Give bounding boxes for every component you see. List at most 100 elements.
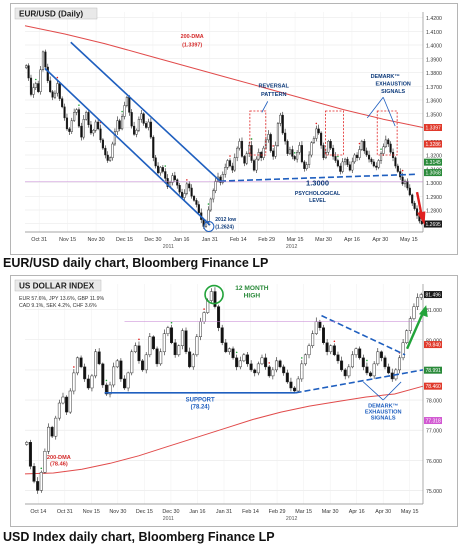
candle-body: [271, 369, 275, 377]
candle-body: [419, 294, 423, 298]
y-tick-label: 1.4200: [426, 16, 442, 22]
candle-body: [212, 190, 215, 200]
candle-body: [224, 342, 228, 353]
candle-body: [231, 348, 235, 359]
candle-body: [286, 141, 289, 154]
candle-body: [198, 321, 202, 337]
demark-count-dot: [358, 142, 361, 145]
candle-body: [61, 98, 64, 108]
dma-200-line: [24, 25, 424, 128]
candle-body: [296, 152, 299, 160]
x-tick-label: Jan 16: [173, 237, 189, 243]
y-tick-label: 75.000: [426, 489, 442, 495]
candle-body: [170, 327, 174, 343]
candle-body: [192, 196, 196, 201]
demark-signal-box: [249, 110, 267, 156]
demark-count-dot: [203, 308, 205, 310]
annotation-text: (1.2624): [215, 225, 234, 231]
candle-body: [144, 354, 148, 371]
candle-body: [49, 80, 52, 92]
up-arrow-head: [419, 305, 428, 318]
candle-body: [231, 165, 234, 171]
demark-count-dot: [170, 321, 173, 324]
x-tick-label: May 15: [400, 237, 418, 243]
candle-body: [356, 154, 359, 158]
price-tag-label: 1.3397: [426, 126, 442, 132]
candle-body: [195, 336, 199, 356]
candle-body: [318, 321, 322, 328]
candle-body: [377, 160, 380, 168]
candle-body: [420, 220, 423, 224]
candle-body: [126, 372, 130, 389]
candle-body: [260, 357, 264, 365]
demark-count-dot: [250, 138, 253, 140]
candle-body: [119, 360, 123, 380]
candle-body: [397, 357, 401, 371]
candle-body: [133, 125, 136, 135]
lower-trend-line: [295, 369, 424, 394]
candle-body: [351, 161, 354, 171]
candle-body: [413, 202, 416, 209]
candle-body: [293, 156, 296, 160]
candle-body: [166, 178, 169, 187]
dma-value-label: (78.46): [50, 461, 68, 467]
candle-body: [152, 136, 155, 158]
x-tick-label: Oct 14: [30, 509, 46, 515]
candle-body: [243, 156, 246, 164]
candle-body: [68, 390, 72, 413]
candle-body: [300, 145, 303, 163]
price-tag-label: 78.991: [426, 368, 442, 374]
y-tick-label: 1.3500: [426, 112, 442, 118]
candle-body: [166, 327, 170, 334]
x-tick-label: Dec 15: [136, 509, 153, 515]
candle-body: [255, 158, 258, 171]
candle-body: [315, 128, 318, 139]
candle-body: [25, 65, 28, 69]
price-tag-label: 1.2695: [426, 222, 442, 228]
candle-body: [111, 143, 114, 158]
candle-body: [151, 336, 155, 350]
dma-label: 200-DMA: [47, 455, 71, 461]
up-arrow-shaft: [405, 312, 425, 350]
candle-body: [130, 351, 134, 374]
chart-title: EUR/USD (Daily): [19, 10, 83, 19]
candle-body: [104, 384, 108, 395]
candle-body: [408, 187, 411, 196]
candle-body: [274, 360, 278, 371]
candle-body: [314, 321, 318, 334]
price-tag-label: 1.3286: [426, 142, 442, 148]
candle-body: [154, 157, 157, 167]
annotation-text: SIGNALS: [381, 89, 405, 95]
candle-body: [41, 51, 45, 70]
x-tick-label: Mar 15: [295, 509, 312, 515]
candle-body: [173, 342, 177, 356]
candle-body: [329, 141, 332, 149]
candle-body: [289, 381, 293, 389]
x-tick-label: May 15: [401, 509, 419, 515]
candle-body: [87, 112, 90, 125]
x-tick-label: Apr 30: [372, 237, 388, 243]
price-tag-label: 1.3145: [426, 160, 442, 166]
candle-body: [257, 152, 260, 160]
candle-body: [367, 154, 371, 160]
price-tag-label: 81.496: [426, 293, 442, 299]
price-tag-label: 1.3068: [426, 171, 442, 177]
candle-body: [394, 157, 397, 167]
annotation-text: DEMARK™: [371, 74, 400, 80]
x-tick-label: Nov 30: [109, 509, 126, 515]
candle-body: [44, 51, 47, 68]
x-tick-label: Oct 31: [31, 237, 47, 243]
legend-line: EUR 57.6%, JPY 13.6%, GBP 11.9%: [19, 296, 104, 302]
candle-body: [387, 139, 390, 145]
chart-1-layer: 81.00080.00079.00078.00077.00076.00075.0…: [14, 279, 442, 522]
candle-body: [54, 417, 58, 437]
candle-body: [115, 360, 119, 368]
demark-count-dot: [164, 165, 167, 167]
candle-body: [383, 357, 387, 368]
candle-body: [279, 114, 282, 124]
demark-count-dot: [272, 145, 274, 147]
candle-body: [308, 154, 311, 165]
demark-signal-box: [376, 110, 398, 156]
demark-count-dot: [105, 379, 108, 382]
candle-body: [128, 97, 131, 113]
